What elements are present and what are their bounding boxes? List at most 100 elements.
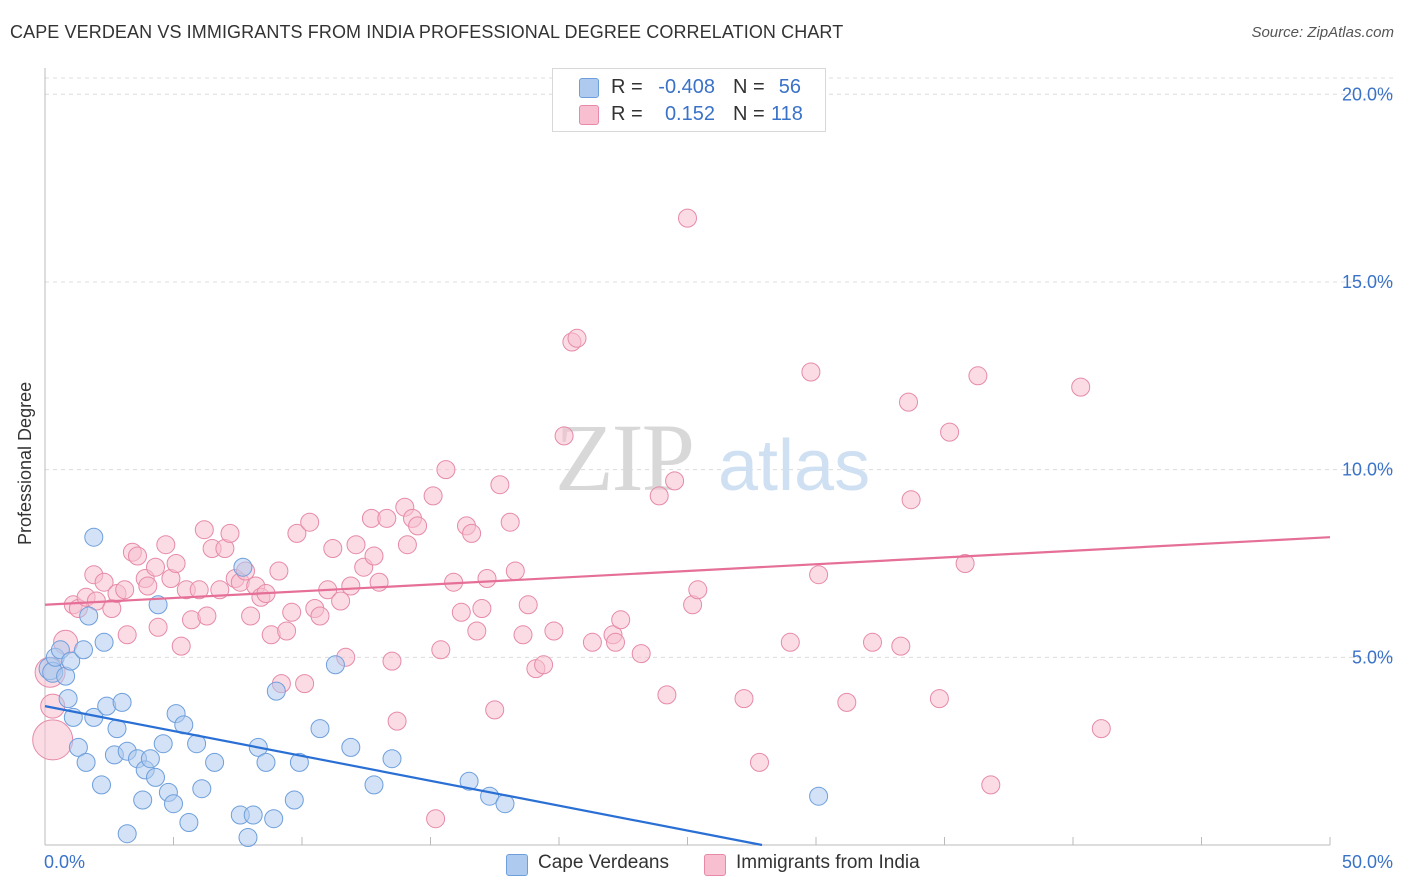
data-point [534, 655, 554, 675]
y-axis-label: Professional Degree [15, 381, 35, 545]
data-point [485, 700, 505, 720]
data-point [289, 752, 309, 772]
data-point [133, 790, 153, 810]
data-point [780, 632, 800, 652]
legend-n-label: N = [733, 103, 765, 125]
trend-line-india [44, 536, 1331, 606]
data-point [929, 689, 949, 709]
data-point [243, 805, 263, 825]
data-point [462, 523, 482, 543]
data-point [554, 426, 574, 446]
data-point [94, 572, 114, 592]
data-point [611, 610, 631, 630]
y-tick-label: 5.0% [1352, 647, 1393, 667]
data-point [266, 681, 286, 701]
data-point [734, 689, 754, 709]
data-point [431, 640, 451, 660]
data-point [325, 655, 345, 675]
data-point [467, 621, 487, 641]
data-point [863, 632, 882, 652]
data-point [649, 486, 669, 506]
data-point [582, 632, 602, 652]
source-label: Source: ZipAtlas.com [1251, 24, 1394, 41]
data-point [194, 520, 214, 540]
data-point [567, 328, 587, 348]
data-point [891, 636, 911, 656]
bottom-legend-swatch-pink [704, 854, 726, 876]
data-point [513, 625, 533, 645]
legend-row-capeverdeans: R = -0.408 N = 56 [553, 74, 825, 100]
data-point [68, 737, 88, 757]
data-point [256, 752, 276, 772]
data-point [282, 602, 302, 622]
legend-n-value: 118 [771, 103, 803, 125]
data-point [331, 591, 351, 611]
data-point [310, 606, 330, 626]
data-point [269, 561, 289, 581]
legend-r-value: 0.152 [664, 103, 715, 125]
data-point [544, 621, 564, 641]
data-point [459, 771, 479, 791]
data-point [32, 719, 74, 761]
data-point [408, 516, 428, 536]
data-point [981, 775, 1001, 795]
legend-row-india: R = 0.152 N = 118 [553, 101, 825, 127]
data-point [115, 580, 135, 600]
data-point [968, 366, 988, 386]
data-point [148, 595, 168, 615]
data-point [284, 790, 304, 810]
data-point [323, 539, 343, 558]
y-tick-label: 15.0% [1342, 272, 1393, 292]
data-point [117, 625, 137, 645]
data-point [84, 527, 104, 547]
svg-text:ZIP: ZIP [555, 404, 693, 511]
data-point [341, 576, 361, 596]
data-point [112, 692, 132, 712]
data-point [117, 824, 137, 844]
data-point [277, 621, 297, 641]
data-point [387, 711, 407, 731]
bottom-legend-label: Immigrants from India [736, 852, 920, 873]
legend-n-label: N = [733, 76, 765, 98]
data-point [801, 362, 821, 382]
data-point [264, 809, 284, 829]
data-point [472, 599, 492, 618]
data-point [295, 674, 315, 694]
data-point [233, 557, 253, 577]
data-point [153, 734, 173, 754]
legend-r-value: -0.408 [658, 76, 715, 98]
legend-r-label: R = [611, 76, 643, 98]
data-point [436, 460, 456, 480]
data-point [901, 490, 921, 510]
zipatlas-watermark: ZIP atlas [555, 404, 870, 511]
data-point [58, 689, 78, 709]
data-point [146, 557, 165, 577]
trend-line-capeverdeans [44, 705, 763, 847]
data-point [665, 471, 685, 491]
legend-r-label: R = [611, 103, 643, 125]
data-point [171, 636, 191, 656]
data-point [518, 595, 538, 615]
legend-swatch-blue [579, 78, 599, 98]
data-point [809, 565, 829, 585]
data-point [156, 535, 176, 555]
legend-swatch-pink [579, 105, 599, 125]
data-point [397, 535, 417, 555]
data-point [241, 606, 261, 626]
data-point [146, 767, 165, 787]
data-point [346, 535, 366, 555]
data-point [164, 794, 183, 814]
data-point [606, 632, 625, 652]
data-point [688, 580, 708, 600]
data-point [809, 786, 829, 806]
data-point [678, 208, 697, 228]
data-point [477, 569, 497, 588]
data-point [490, 475, 510, 495]
y-tick-label: 20.0% [1342, 84, 1393, 104]
data-point [310, 719, 330, 739]
data-point [1091, 719, 1111, 739]
x-tick-label: 50.0% [1342, 852, 1393, 872]
data-point [197, 606, 217, 626]
x-tick-label: 0.0% [44, 852, 85, 872]
